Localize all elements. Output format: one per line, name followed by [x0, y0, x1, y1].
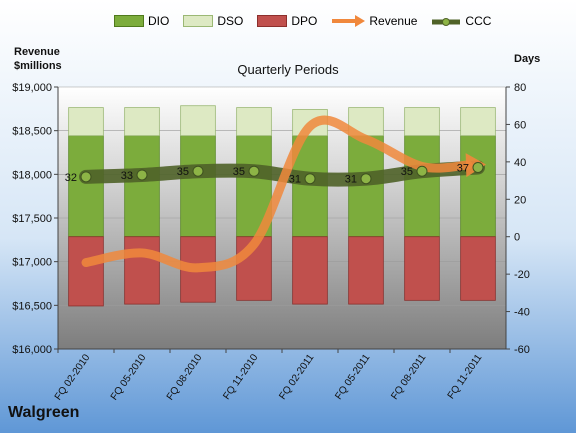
- ccc-data-label: 35: [401, 166, 413, 178]
- ccc-data-label: 32: [65, 172, 77, 184]
- right-tick-label: -20: [514, 269, 530, 281]
- ccc-point: [416, 165, 428, 177]
- bar-dio: [68, 135, 104, 238]
- ccc-data-label: 35: [233, 166, 245, 178]
- legend-item-revenue: Revenue: [331, 14, 417, 28]
- legend-label-dio: DIO: [148, 14, 170, 28]
- ccc-data-label: 33: [121, 170, 133, 182]
- bars: [68, 105, 496, 307]
- legend-item-dso: DSO: [183, 14, 243, 28]
- ccc-data-label: 31: [289, 174, 301, 186]
- bar-dio: [124, 135, 160, 238]
- left-tick-label: $18,500: [12, 126, 52, 138]
- legend-swatch-ccc: [431, 16, 461, 26]
- legend-item-dio: DIO: [114, 14, 169, 28]
- ccc-point: [360, 173, 372, 185]
- left-tick-label: $18,000: [12, 169, 52, 181]
- legend-item-dpo: DPO: [257, 14, 317, 28]
- left-axis-title-line1: Revenue: [14, 46, 60, 58]
- right-tick-label: 20: [514, 194, 526, 206]
- bar-dpo: [292, 236, 328, 305]
- ccc-point: [192, 165, 204, 177]
- right-tick-label: 80: [514, 82, 526, 94]
- right-tick-label: 0: [514, 232, 520, 244]
- right-tick-label: 40: [514, 157, 526, 169]
- legend-swatch-dso: [183, 15, 214, 27]
- bar-dpo: [68, 236, 104, 307]
- right-tick-label: -60: [514, 344, 530, 356]
- right-tick-label: 60: [514, 119, 526, 131]
- ccc-data-label: 31: [345, 174, 357, 186]
- legend-swatch-dpo: [257, 15, 288, 27]
- legend-swatch-dio: [114, 15, 144, 27]
- bar-dio: [460, 135, 496, 238]
- bar-dso: [236, 107, 272, 137]
- bar-dso: [460, 107, 496, 137]
- bar-dso: [404, 107, 440, 137]
- chart-title: Quarterly Periods: [237, 62, 339, 77]
- legend: DIO DSO DPO Revenue CCC: [114, 14, 505, 28]
- left-tick-label: $16,500: [12, 300, 52, 312]
- legend-label-ccc: CCC: [465, 14, 492, 28]
- line-revenue: [81, 115, 473, 273]
- ccc-point: [80, 171, 92, 183]
- legend-label-revenue: Revenue: [369, 14, 418, 28]
- left-tick-label: $19,000: [12, 82, 52, 94]
- left-axis-title: Revenue $millions: [14, 45, 62, 73]
- legend-label-dso: DSO: [217, 14, 244, 28]
- legend-label-dpo: DPO: [291, 14, 318, 28]
- bar-dio: [404, 135, 440, 238]
- bar-dso: [180, 105, 216, 137]
- ccc-point: [472, 161, 484, 173]
- bar-dso: [68, 107, 104, 137]
- ccc-point: [136, 169, 148, 181]
- ccc-point: [304, 173, 316, 185]
- legend-item-ccc: CCC: [431, 14, 491, 28]
- bar-dpo: [404, 236, 440, 301]
- left-axis-title-line2: $millions: [14, 60, 62, 72]
- bar-dso: [124, 107, 160, 137]
- lines: 32 33 35 35 31 31 35 37: [65, 115, 486, 273]
- bar-dpo: [460, 236, 496, 301]
- left-tick-label: $16,000: [12, 344, 52, 356]
- left-tick-label: $17,500: [12, 213, 52, 225]
- bar-dpo: [348, 236, 384, 305]
- ccc-point: [248, 165, 260, 177]
- company-name: Walgreen: [8, 404, 80, 421]
- ccc-data-label: 35: [177, 166, 189, 178]
- ccc-data-label: 37: [457, 162, 469, 174]
- bar-dio: [180, 135, 216, 238]
- left-tick-label: $17,000: [12, 257, 52, 269]
- right-tick-label: -40: [514, 307, 530, 319]
- right-axis-title: Days: [514, 53, 541, 65]
- legend-swatch-revenue-arrow-icon: [331, 15, 366, 27]
- bar-dpo: [124, 236, 160, 305]
